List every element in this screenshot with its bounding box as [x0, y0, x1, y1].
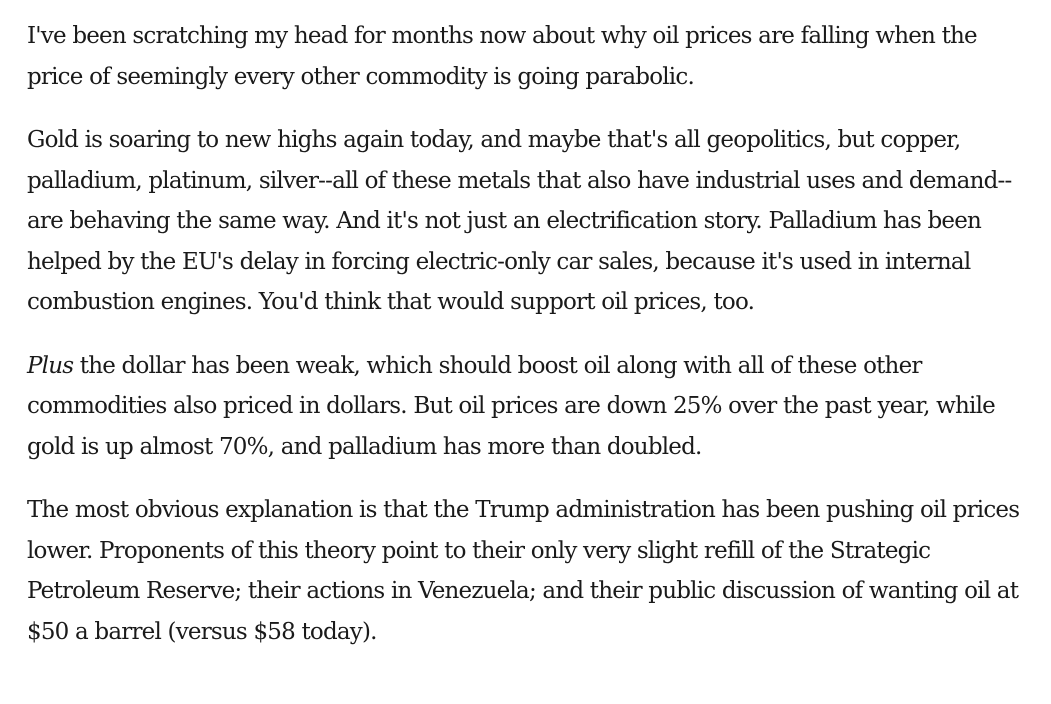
- article-body: I've been scratching my head for months …: [27, 16, 1027, 652]
- paragraph-4: The most obvious explanation is that the…: [27, 490, 1027, 652]
- paragraph-1: I've been scratching my head for months …: [27, 16, 1027, 97]
- paragraph-2-text: Gold is soaring to new highs again today…: [27, 127, 1012, 315]
- paragraph-3-text: the dollar has been weak, which should b…: [27, 352, 996, 460]
- paragraph-2: Gold is soaring to new highs again today…: [27, 120, 1027, 323]
- paragraph-3: Plus the dollar has been weak, which sho…: [27, 346, 1027, 468]
- paragraph-1-text: I've been scratching my head for months …: [27, 23, 978, 90]
- paragraph-3-italic-lead: Plus: [27, 352, 74, 379]
- paragraph-4-text: The most obvious explanation is that the…: [27, 497, 1020, 645]
